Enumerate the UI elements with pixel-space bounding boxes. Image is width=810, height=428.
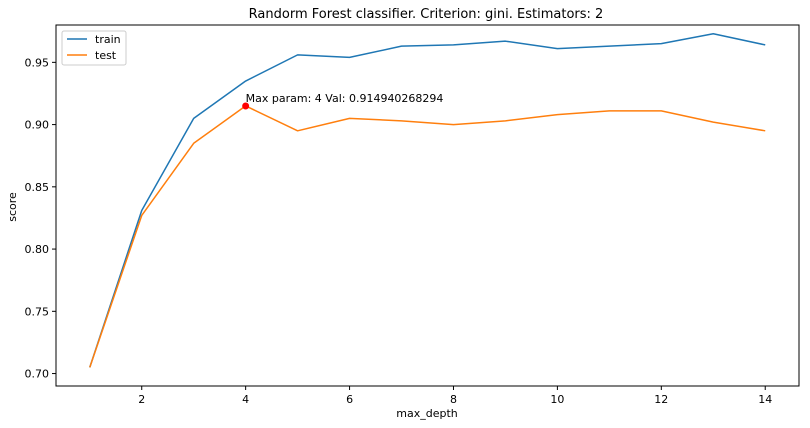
legend-label-test: test [95,49,117,62]
y-tick-label: 0.80 [25,243,50,256]
max-annotation: Max param: 4 Val: 0.914940268294 [246,92,444,105]
y-tick-label: 0.85 [25,181,50,194]
legend: train test [61,30,127,66]
y-tick-label: 0.90 [25,119,50,132]
x-tick-label: 2 [138,393,145,406]
chart-title: Randorm Forest classifier. Criterion: gi… [249,7,604,22]
series-line-train [89,32,766,368]
plot-area: 2 4 6 8 10 12 14 0.70 0.75 0.80 0.85 0.90 0.95 Max pa… [25,24,800,406]
x-tick-label: 14 [758,393,772,406]
x-tick-label: 6 [346,393,353,406]
y-tick-label: 0.75 [25,305,50,318]
y-tick-label: 0.70 [25,368,50,381]
x-tick-label: 10 [550,393,564,406]
series-line-test [89,105,766,368]
x-axis-label: max_depth [396,407,458,420]
legend-label-train: train [95,33,121,46]
y-axis-label: score [6,192,19,222]
max-marker [242,102,250,110]
axes-frame [55,24,800,387]
x-tick-label: 8 [450,393,457,406]
y-tick-label: 0.95 [25,56,50,69]
x-tick-label: 12 [654,393,668,406]
x-tick-label: 4 [242,393,249,406]
